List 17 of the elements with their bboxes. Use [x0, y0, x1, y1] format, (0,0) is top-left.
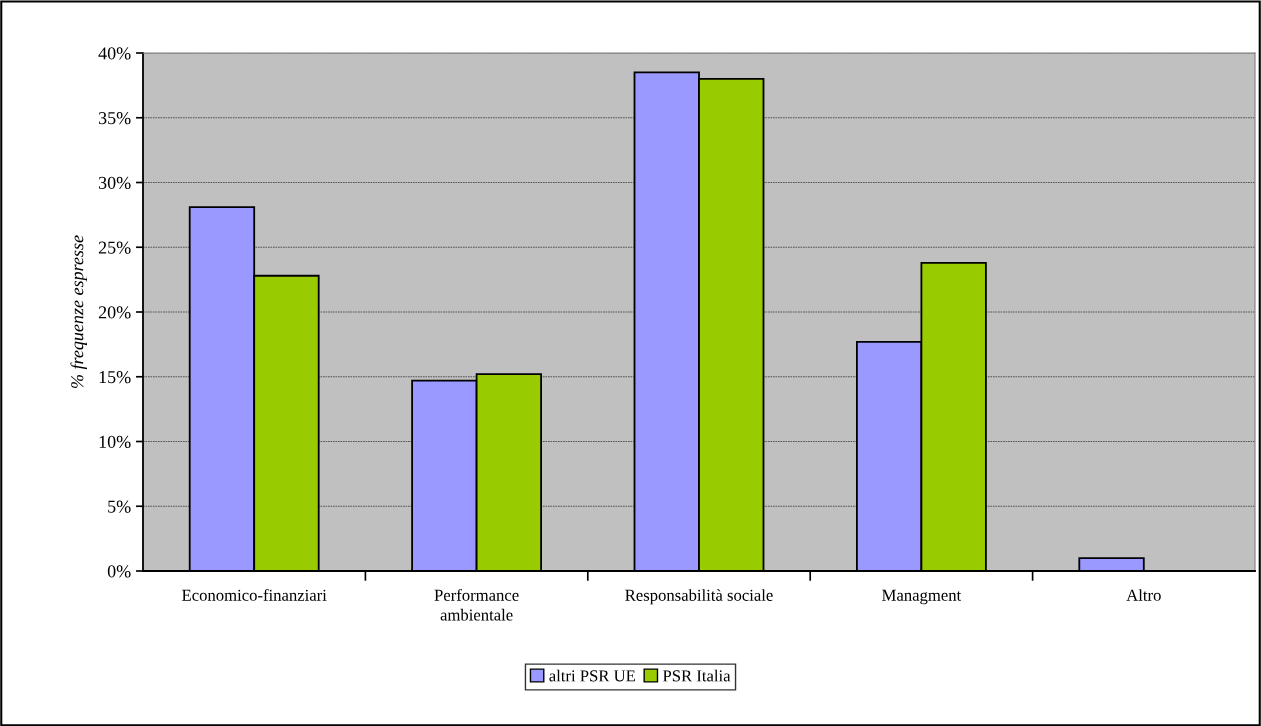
x-tick-label: Economico-finanziari [182, 588, 327, 601]
y-tick-label: 20% [98, 306, 131, 319]
y-tick-label: 30% [98, 176, 131, 189]
y-tick-label: 10% [99, 435, 131, 448]
x-tick-label: Performance ambientale [434, 588, 519, 621]
y-tick-label: 35% [98, 112, 131, 125]
y-axis-title: % frequenze espresse [70, 235, 87, 389]
x-tick-label: Altro [1126, 589, 1161, 601]
y-tick-label: 40% [98, 47, 131, 60]
legend-label: PSR Italia [662, 669, 731, 682]
y-tick-label: 15% [99, 371, 131, 384]
y-tick-label: 0% [107, 565, 131, 578]
x-tick-label: Responsabilità sociale [625, 589, 773, 605]
y-tick-label: 25% [98, 241, 131, 254]
x-tick-label: Managment [882, 589, 962, 605]
y-tick-label: 5% [108, 500, 131, 513]
legend-label: altri PSR UE [549, 669, 635, 682]
